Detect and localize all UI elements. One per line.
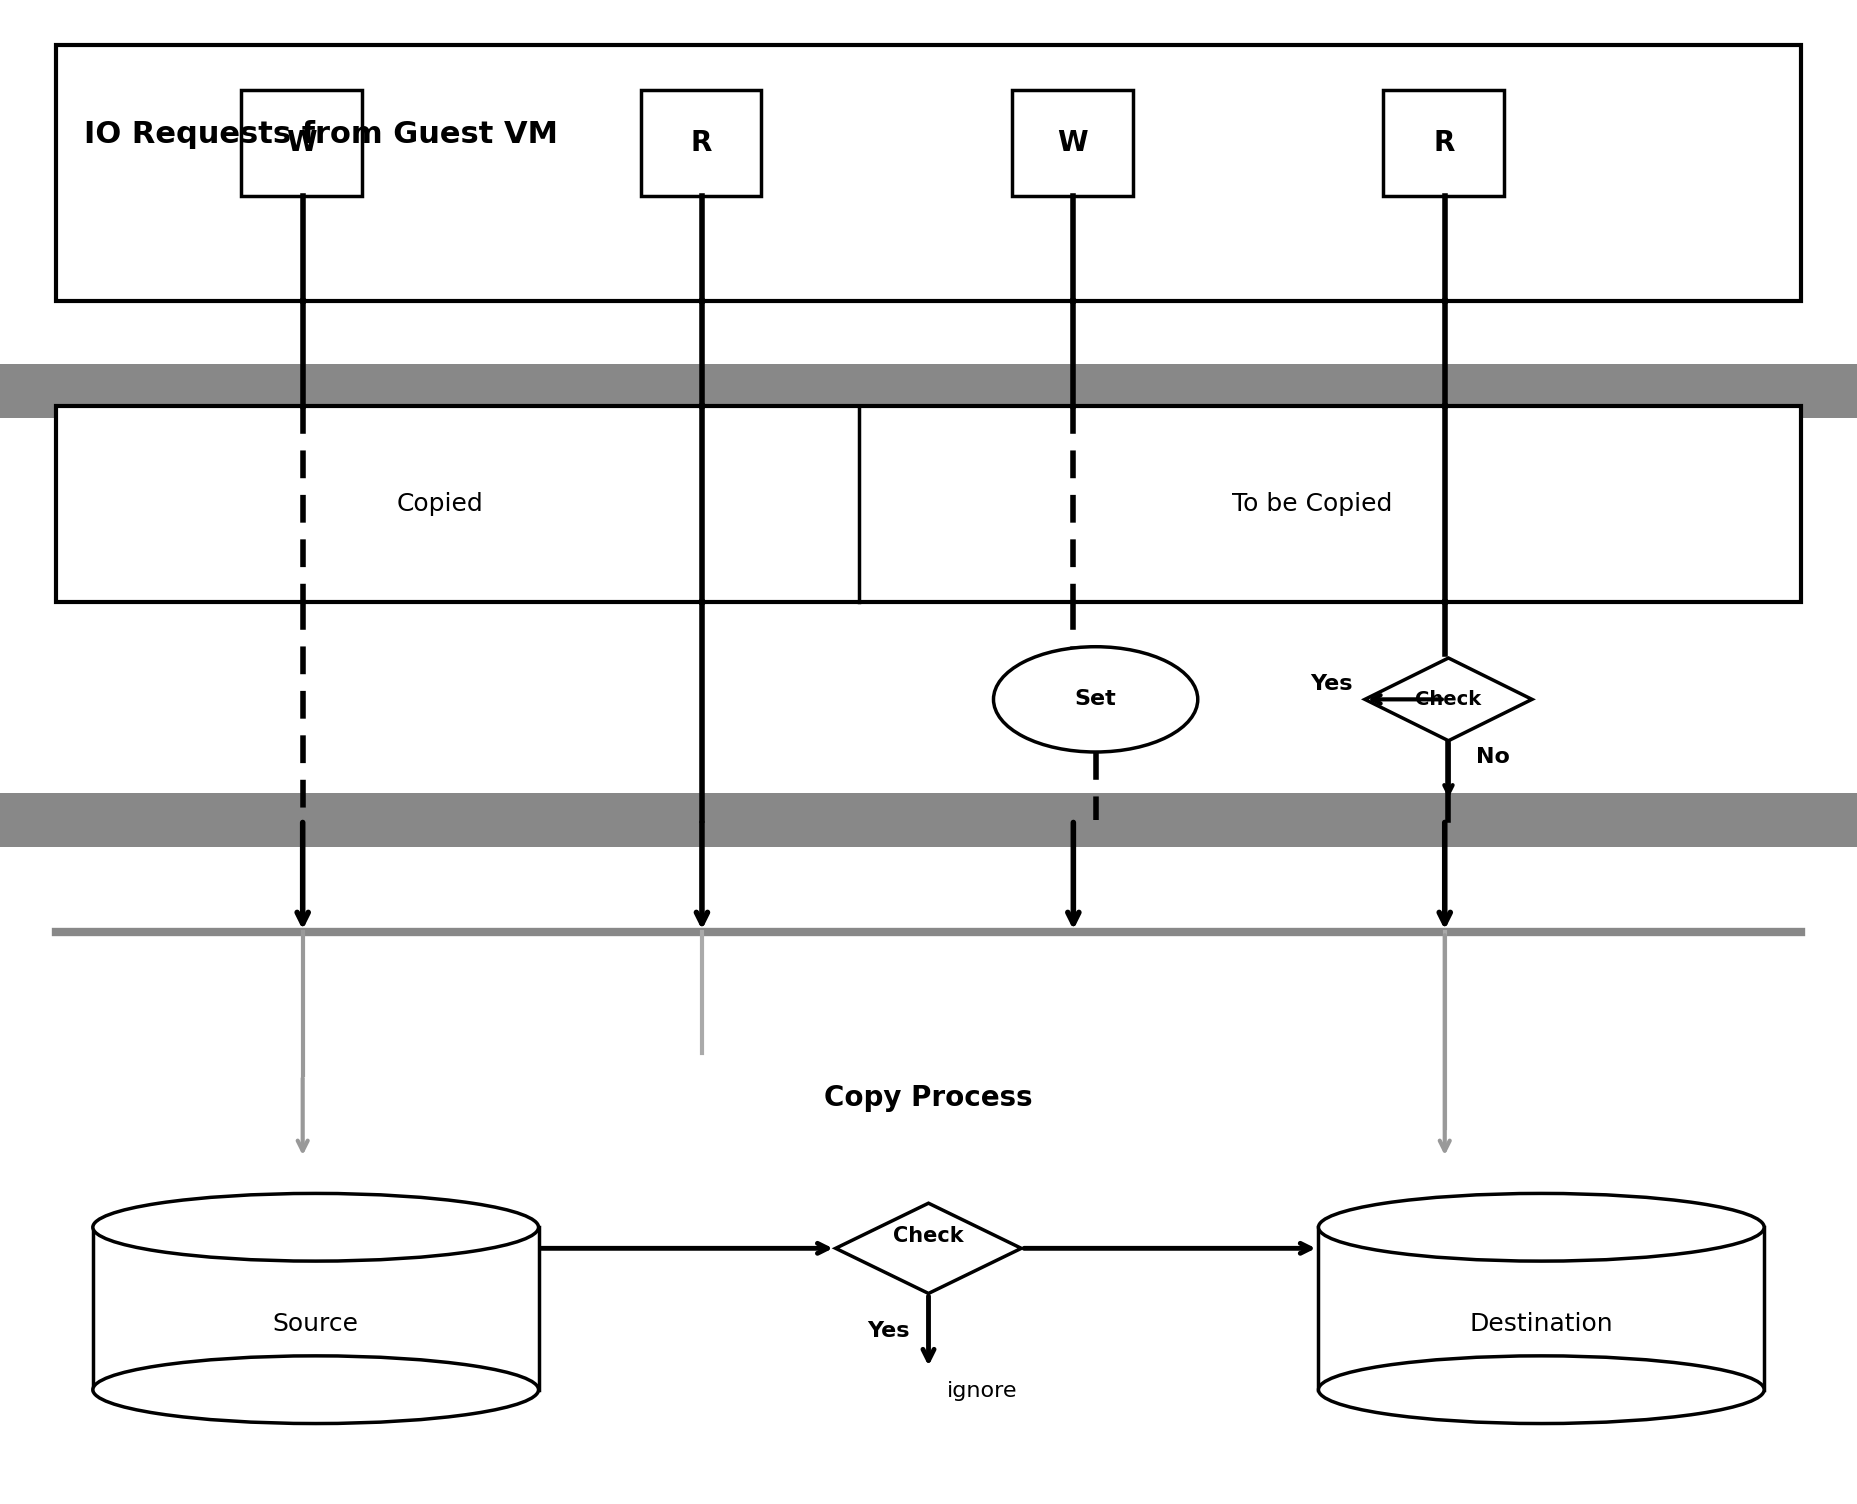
Ellipse shape [993, 647, 1198, 752]
Text: R: R [1434, 129, 1454, 156]
Text: Check: Check [893, 1226, 964, 1247]
Ellipse shape [1318, 1194, 1764, 1260]
Text: R: R [691, 129, 711, 156]
FancyBboxPatch shape [0, 793, 1857, 847]
Text: IO Requests from Guest VM: IO Requests from Guest VM [84, 120, 557, 149]
FancyBboxPatch shape [0, 364, 1857, 418]
Text: Yes: Yes [1311, 674, 1352, 695]
Ellipse shape [1318, 1357, 1764, 1423]
FancyBboxPatch shape [641, 90, 761, 196]
Text: Source: Source [273, 1311, 358, 1336]
FancyBboxPatch shape [1012, 90, 1133, 196]
FancyBboxPatch shape [1318, 1227, 1764, 1390]
FancyBboxPatch shape [56, 45, 1801, 301]
Polygon shape [1365, 659, 1532, 740]
Text: Set: Set [1075, 689, 1116, 710]
Text: Destination: Destination [1469, 1311, 1614, 1336]
FancyBboxPatch shape [56, 406, 1801, 602]
Polygon shape [836, 1203, 1021, 1293]
FancyBboxPatch shape [1383, 90, 1504, 196]
FancyBboxPatch shape [93, 1227, 539, 1390]
Ellipse shape [93, 1194, 539, 1260]
Text: To be Copied: To be Copied [1233, 492, 1393, 516]
FancyBboxPatch shape [241, 90, 362, 196]
Text: No: No [1476, 747, 1510, 767]
Text: Check: Check [1415, 690, 1482, 708]
Ellipse shape [93, 1357, 539, 1423]
Text: Copied: Copied [396, 492, 483, 516]
Text: Copy Process: Copy Process [825, 1084, 1032, 1111]
Text: W: W [286, 129, 318, 156]
Text: W: W [1057, 129, 1088, 156]
Text: Yes: Yes [867, 1321, 910, 1340]
Text: ignore: ignore [947, 1381, 1018, 1402]
